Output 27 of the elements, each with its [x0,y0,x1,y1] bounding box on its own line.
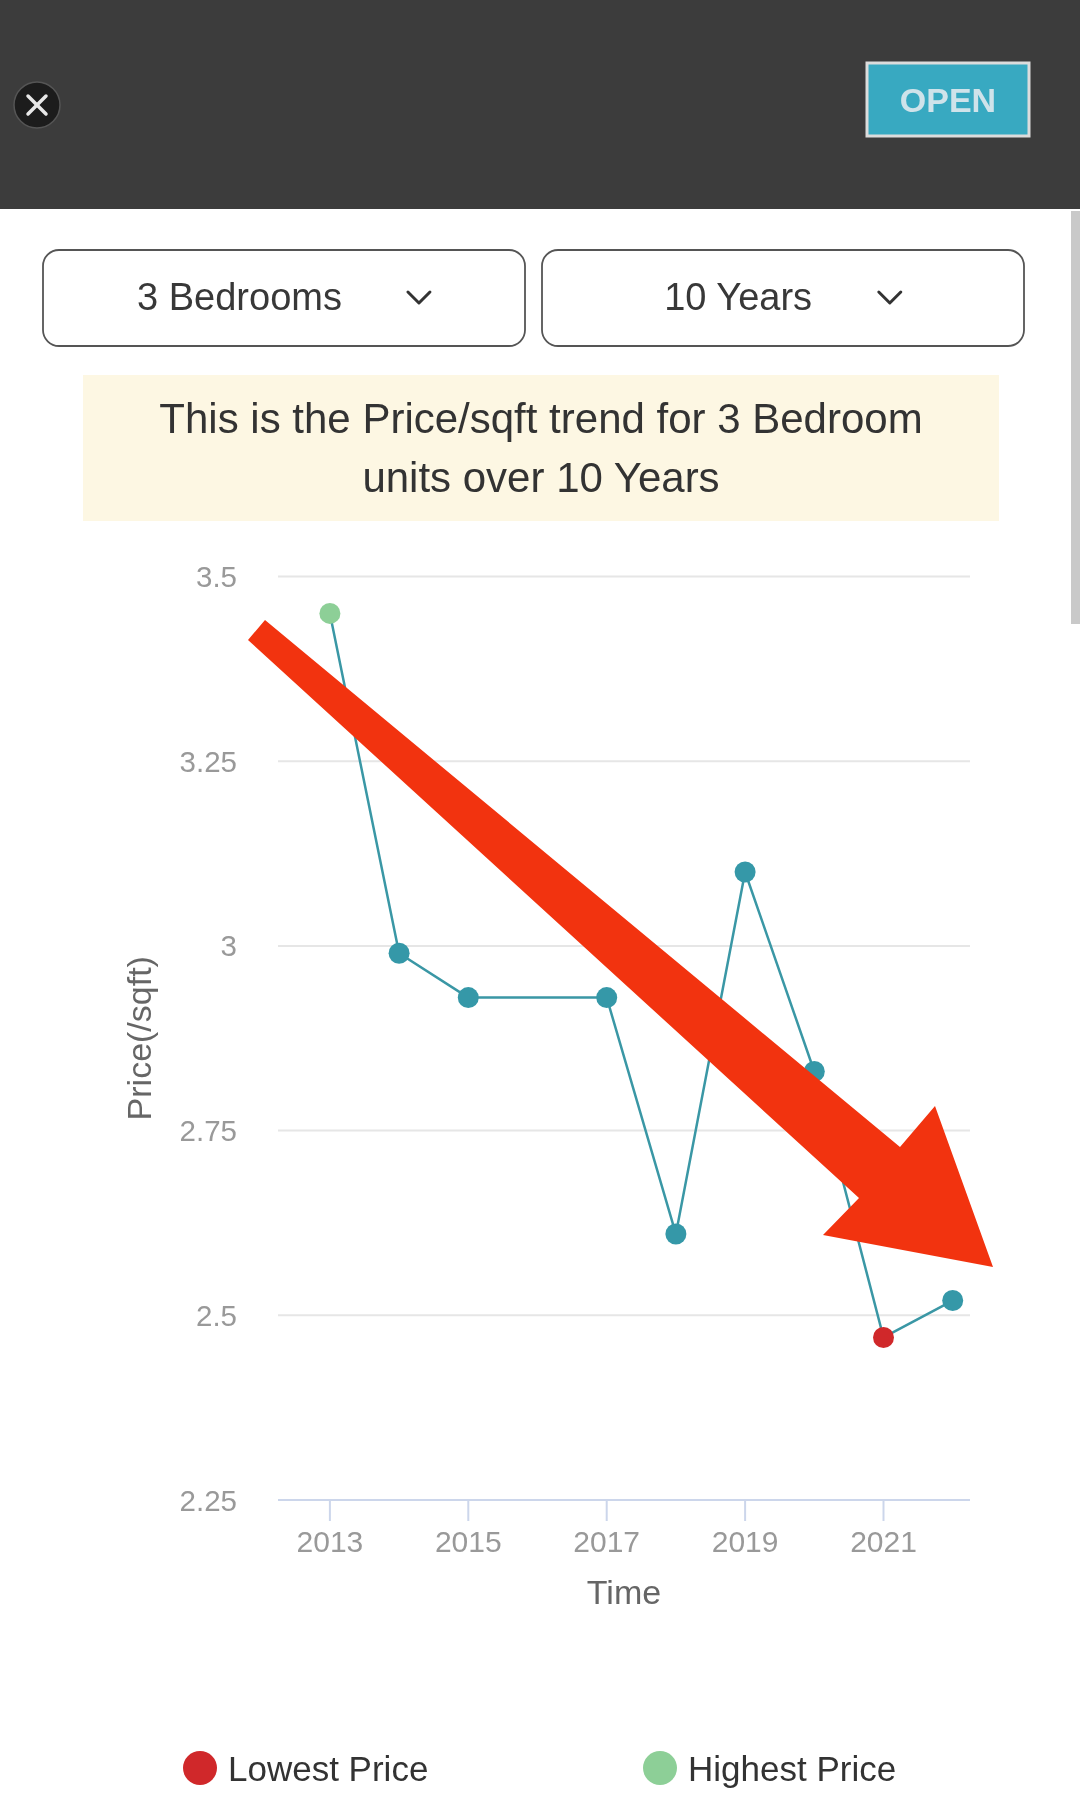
point [457,987,479,1009]
text: 10 Years [664,276,813,318]
point [596,987,618,1009]
legend-label: Highest Price [688,1748,897,1788]
x-axis-title: Time [586,1573,662,1611]
legend-label: Lowest Price [228,1748,429,1788]
y-tick-label: 3.5 [195,560,237,593]
button: OPEN [865,61,1031,138]
text: 3 Bedrooms [137,276,342,318]
x-tick-label: 2021 [850,1524,917,1558]
y-tick-label: 2.5 [195,1298,237,1332]
point [942,1290,964,1312]
x-tick-label: 2017 [573,1524,641,1558]
y-tick-label: 3 [220,929,237,963]
point [665,1223,687,1245]
point [734,861,756,883]
y-tick-label: 3.25 [179,744,237,778]
y-tick-label: 2.75 [179,1114,237,1148]
y-axis-title: Price(/sqft) [120,956,158,1121]
point [319,602,341,624]
chart-title: This is the Price/sqft trend for 3 Bedroom units over 10 Years [159,395,923,501]
point [873,1326,894,1348]
x-tick-label: 2019 [711,1524,779,1558]
point [388,942,410,964]
x-tick-label: 2015 [434,1524,502,1558]
x-tick-label: 2013 [296,1524,364,1558]
y-tick-label: 2.25 [179,1483,237,1517]
